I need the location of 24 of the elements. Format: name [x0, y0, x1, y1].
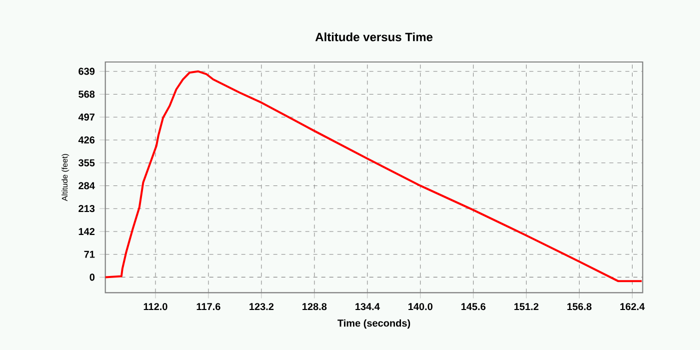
x-tick-label: 162.4 — [620, 303, 645, 310]
y-tick-label: 284 — [78, 182, 95, 190]
chart-title: Altitude versus Time — [315, 32, 433, 42]
y-tick-label: 71 — [84, 250, 95, 258]
x-tick-label: 156.8 — [567, 303, 592, 310]
y-tick-label: 0 — [90, 274, 95, 281]
y-tick-label: 355 — [78, 159, 95, 166]
x-tick-label: 128.8 — [302, 303, 327, 310]
y-tick-label: 142 — [78, 228, 95, 235]
x-tick-label: 117.6 — [196, 303, 220, 310]
y-tick-label: 639 — [78, 68, 95, 75]
x-tick-label: 140.0 — [408, 303, 432, 310]
line-series — [105, 70, 643, 282]
x-tick-label: 134.4 — [355, 303, 380, 310]
x-tick-label: 112.0 — [144, 303, 168, 310]
x-axis-title: Time (seconds) — [338, 319, 410, 329]
x-tick-label: 151.2 — [514, 303, 538, 310]
x-tick-label: 123.2 — [250, 303, 274, 310]
y-tick-label: 213 — [78, 205, 95, 212]
y-tick-label: 568 — [78, 90, 95, 98]
y-axis-title: Altitude (feet) — [62, 154, 70, 202]
y-tick-label: 497 — [78, 114, 94, 121]
y-tick-label: 426 — [78, 136, 95, 144]
x-tick-label: 145.6 — [461, 303, 486, 310]
